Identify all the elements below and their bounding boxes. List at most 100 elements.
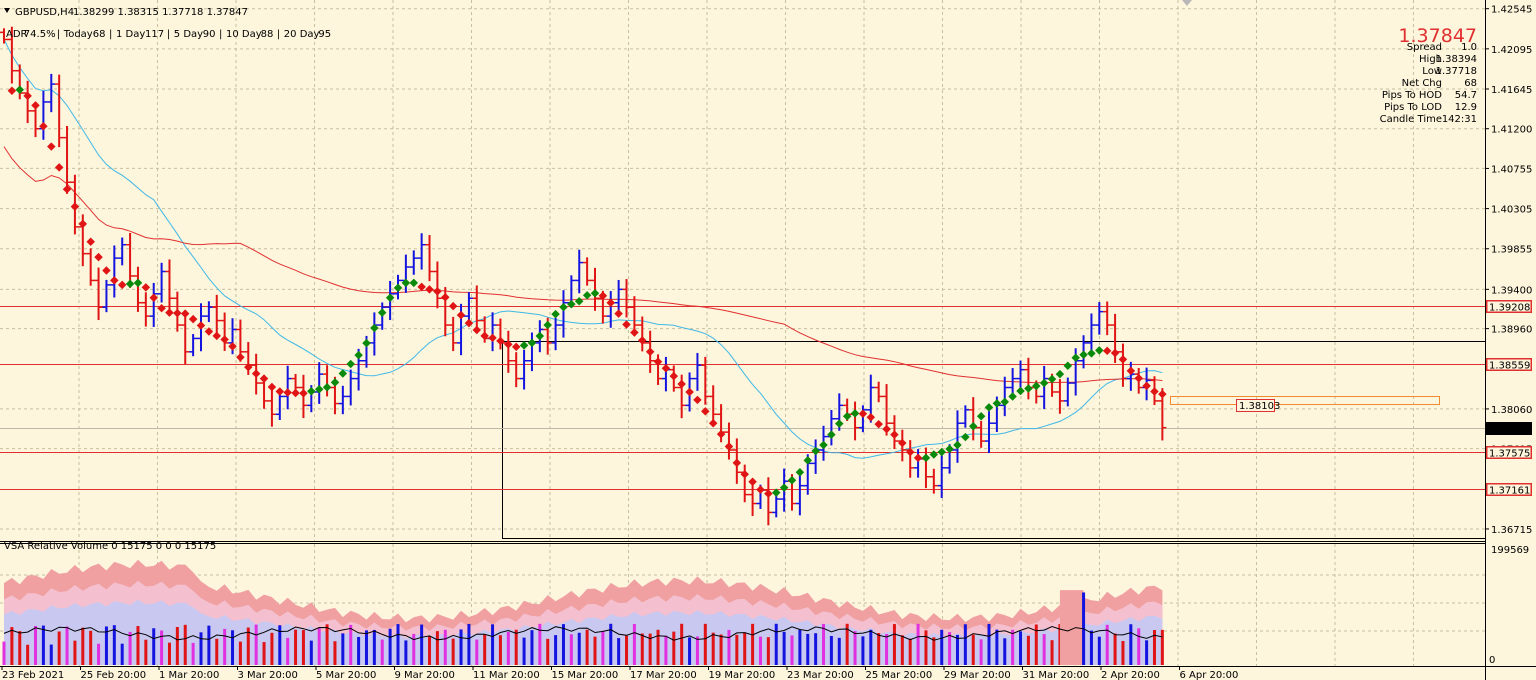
time-tick-label: 17 Mar 20:00 (630, 670, 697, 680)
candle (512, 352, 521, 388)
candle (157, 262, 166, 303)
volume-bar (711, 632, 715, 665)
trend-dot (196, 321, 206, 330)
volume-bar (388, 628, 392, 665)
volume-bar (861, 636, 865, 665)
trend-dot (543, 320, 552, 330)
trend-dot (582, 291, 592, 300)
volume-bar (885, 634, 889, 665)
volume-bar (798, 629, 802, 665)
volume-bar (719, 634, 723, 665)
candle (614, 279, 623, 313)
volume-bar (49, 644, 53, 665)
trend-dot (314, 385, 324, 394)
candle (267, 388, 276, 427)
trend-dot (716, 429, 726, 439)
candle (551, 317, 560, 351)
candle (118, 237, 127, 266)
volume-bar (428, 636, 432, 665)
level-tag-label: 1.39208 (1489, 303, 1530, 314)
volume-bar (112, 625, 116, 665)
trend-dot (346, 359, 355, 369)
volume-bar (979, 639, 983, 665)
price-tick-label: 1.41200 (1491, 125, 1532, 136)
level-tag-label: 1.38559 (1489, 361, 1530, 372)
volume-bar (34, 626, 38, 665)
trend-dot (401, 278, 411, 288)
trend-dot (110, 276, 119, 285)
trend-dot (1071, 353, 1080, 363)
trend-dot (850, 409, 860, 418)
candle (149, 282, 158, 327)
candle (472, 285, 481, 334)
volume-bar (309, 640, 313, 665)
time-tick-label: 29 Mar 20:00 (944, 670, 1011, 680)
candle (583, 257, 592, 286)
info-price: 1.37847 (1398, 25, 1477, 47)
price-tick-label: 1.36715 (1491, 525, 1532, 536)
volume-bar (167, 642, 171, 665)
volume-bar (317, 628, 321, 665)
trend-dot (945, 444, 954, 454)
info-label: High (1419, 54, 1442, 65)
volume-bar (1129, 624, 1133, 665)
symbol-label: GBPUSD,H4 (15, 7, 74, 18)
trend-dot (771, 488, 781, 497)
volume-bar (766, 637, 770, 665)
trend-dot (133, 278, 143, 288)
volume-bar (199, 632, 203, 665)
trend-dot (835, 419, 844, 428)
trend-dot (322, 383, 332, 392)
volume-bar (995, 629, 999, 665)
trend-dot (661, 363, 671, 373)
time-tick-label: 2 Apr 20:00 (1101, 670, 1160, 680)
candle (212, 294, 221, 333)
volume-bar (561, 624, 565, 665)
volume-axis-top: 199569 (1491, 545, 1529, 556)
volume-bar (128, 631, 132, 665)
trend-dot (180, 309, 190, 318)
candle (102, 279, 111, 313)
candle (338, 385, 347, 415)
volume-bar (57, 631, 61, 665)
candle (63, 126, 72, 194)
volume-bar (758, 636, 762, 665)
volume-bar (506, 631, 510, 665)
volume-bar (451, 638, 455, 665)
trend-dot (614, 309, 623, 318)
candle (772, 494, 781, 518)
trend-dot (173, 308, 182, 318)
volume-bar (73, 640, 77, 665)
symbol-menu-icon[interactable] (4, 8, 10, 13)
candle (520, 349, 529, 390)
volume-bar (372, 629, 376, 665)
trend-dot (953, 440, 962, 450)
volume-bar (892, 624, 896, 665)
adr-value: 95 (318, 29, 331, 40)
trend-dot (653, 357, 663, 366)
shift-marker-icon[interactable] (1182, 0, 1192, 6)
volume-bar (955, 634, 959, 665)
trend-dot (54, 163, 64, 172)
trend-dot (480, 331, 489, 341)
time-tick-label: 1 Mar 20:00 (159, 670, 219, 680)
trend-dot (385, 293, 395, 303)
volume-bar (1003, 638, 1007, 665)
volume-bar (877, 633, 881, 665)
volume-bar (971, 634, 975, 665)
zone-label: 1.38103 (1239, 401, 1280, 412)
trend-dot (149, 293, 158, 303)
level-tags: 1.39208 1.38559 1.37575 1.37161 1.37847 (1486, 300, 1532, 497)
volume-bar (301, 630, 305, 665)
trend-dot (1150, 387, 1159, 396)
trend-dot (913, 453, 923, 463)
volume-bar (286, 637, 290, 665)
trend-dot (94, 252, 103, 262)
trend-dot (117, 280, 127, 290)
adr-label: 5 Day (174, 29, 203, 40)
volume-bar (1042, 634, 1046, 665)
volume-bar (26, 644, 30, 665)
